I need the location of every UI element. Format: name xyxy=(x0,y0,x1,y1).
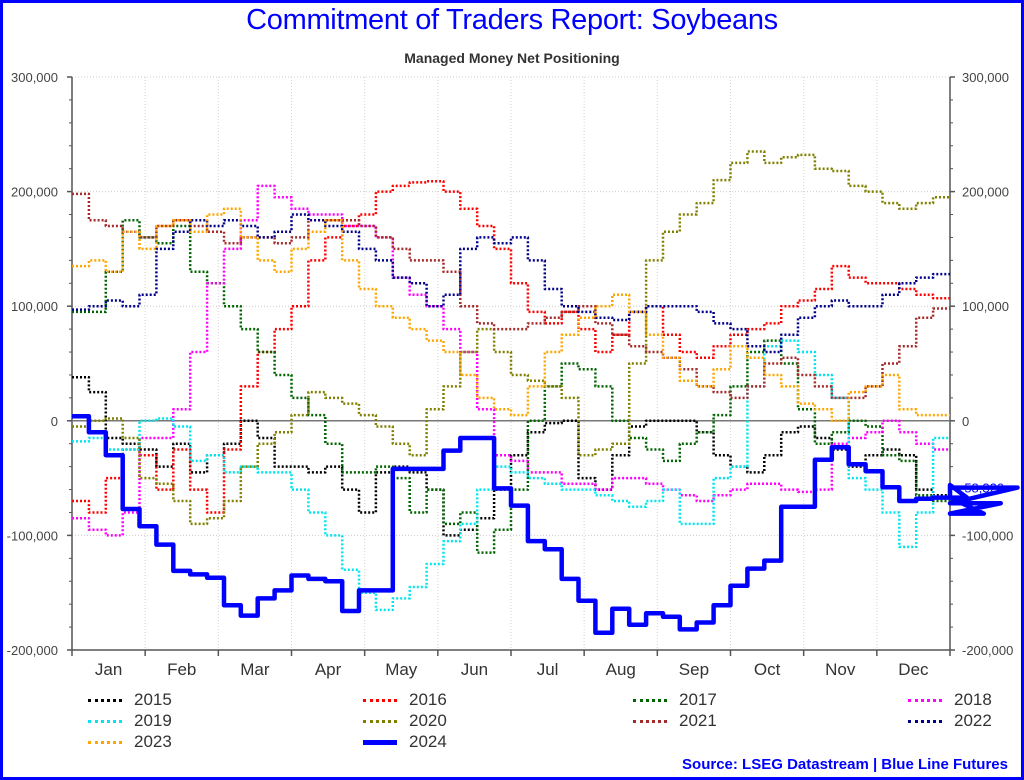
legend-label: 2022 xyxy=(954,711,992,730)
last-value-label: -58,320 xyxy=(960,481,1004,496)
grid xyxy=(72,76,950,651)
x-tick-label: Oct xyxy=(754,660,781,679)
legend-label: 2020 xyxy=(409,711,447,730)
legend-swatch xyxy=(363,698,397,702)
x-tick-label: Feb xyxy=(167,660,196,679)
y-tick-label-left: 0 xyxy=(51,414,58,429)
y-tick-label-right: 200,000 xyxy=(962,185,1009,200)
legend-item-2018: 2018 xyxy=(908,690,992,710)
legend-label: 2015 xyxy=(134,690,172,709)
axis-labels: 300,000 300,000 200,000 200,000 100,000 100,0… xyxy=(7,70,1014,679)
x-tick-label: Apr xyxy=(315,660,342,679)
legend-swatch xyxy=(88,740,122,744)
y-tick-label-left: 100,000 xyxy=(11,299,58,314)
legend-label: 2017 xyxy=(679,690,717,709)
y-tick-label-right: 300,000 xyxy=(962,70,1009,85)
series-line-2024 xyxy=(72,413,1020,636)
legend-label: 2023 xyxy=(134,732,172,751)
y-tick-label-left: -200,000 xyxy=(7,643,58,658)
series-line-2023 xyxy=(72,207,950,423)
legend-swatch xyxy=(908,698,942,702)
legend-swatch xyxy=(88,719,122,723)
x-tick-label: Jun xyxy=(461,660,488,679)
legend-item-2020: 2020 xyxy=(363,711,447,731)
series-line-2019 xyxy=(72,339,950,612)
legend-swatch xyxy=(88,698,122,702)
chart-title: Commitment of Traders Report: Soybeans xyxy=(246,4,778,36)
legend-label: 2024 xyxy=(409,732,447,751)
y-tick-label-right: -200,000 xyxy=(962,643,1013,658)
x-tick-label: Aug xyxy=(606,660,636,679)
y-tick-label-right: 0 xyxy=(962,414,969,429)
legend-item-2015: 2015 xyxy=(88,690,172,710)
legend-label: 2016 xyxy=(409,690,447,709)
chart-subtitle: Managed Money Net Positioning xyxy=(404,50,620,66)
legend-item-2019: 2019 xyxy=(88,711,172,731)
x-tick-label: May xyxy=(385,660,418,679)
legend-item-2022: 2022 xyxy=(908,711,992,731)
legend-swatch xyxy=(908,719,942,723)
axes xyxy=(67,76,955,656)
y-tick-label-right: -100,000 xyxy=(962,528,1013,543)
legend-item-2024: 2024 xyxy=(363,732,447,752)
series-line-2020 xyxy=(72,150,950,526)
y-tick-label-left: 200,000 xyxy=(11,185,58,200)
legend-item-2016: 2016 xyxy=(363,690,447,710)
legend-label: 2021 xyxy=(679,711,717,730)
y-tick-label-right: 100,000 xyxy=(962,299,1009,314)
series-line-2017 xyxy=(72,219,950,554)
legend-item-2021: 2021 xyxy=(633,711,717,731)
series-group xyxy=(72,150,1020,636)
legend-label: 2018 xyxy=(954,690,992,709)
y-tick-label-left: 300,000 xyxy=(11,70,58,85)
legend-swatch xyxy=(363,739,397,745)
x-tick-label: Dec xyxy=(898,660,929,679)
x-tick-label: Jan xyxy=(95,660,122,679)
legend-swatch xyxy=(633,698,667,702)
legend-swatch xyxy=(633,719,667,723)
legend-item-2017: 2017 xyxy=(633,690,717,710)
legend-swatch xyxy=(363,719,397,723)
x-tick-label: Sep xyxy=(679,660,709,679)
x-tick-label: Mar xyxy=(240,660,270,679)
legend-item-2023: 2023 xyxy=(88,732,172,752)
legend-label: 2019 xyxy=(134,711,172,730)
series-line-2021 xyxy=(72,192,950,400)
source-note: Source: LSEG Datastream | Blue Line Futu… xyxy=(682,756,1008,773)
y-tick-label-left: -100,000 xyxy=(7,528,58,543)
x-tick-label: Nov xyxy=(825,660,856,679)
series-line-2022 xyxy=(72,213,950,354)
x-tick-label: Jul xyxy=(537,660,559,679)
